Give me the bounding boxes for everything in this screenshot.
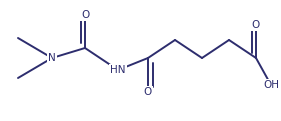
Text: O: O [252, 20, 260, 30]
Text: HN: HN [110, 65, 126, 75]
Text: O: O [81, 10, 89, 20]
Text: OH: OH [263, 80, 279, 90]
Text: O: O [144, 87, 152, 97]
Text: N: N [48, 53, 56, 63]
